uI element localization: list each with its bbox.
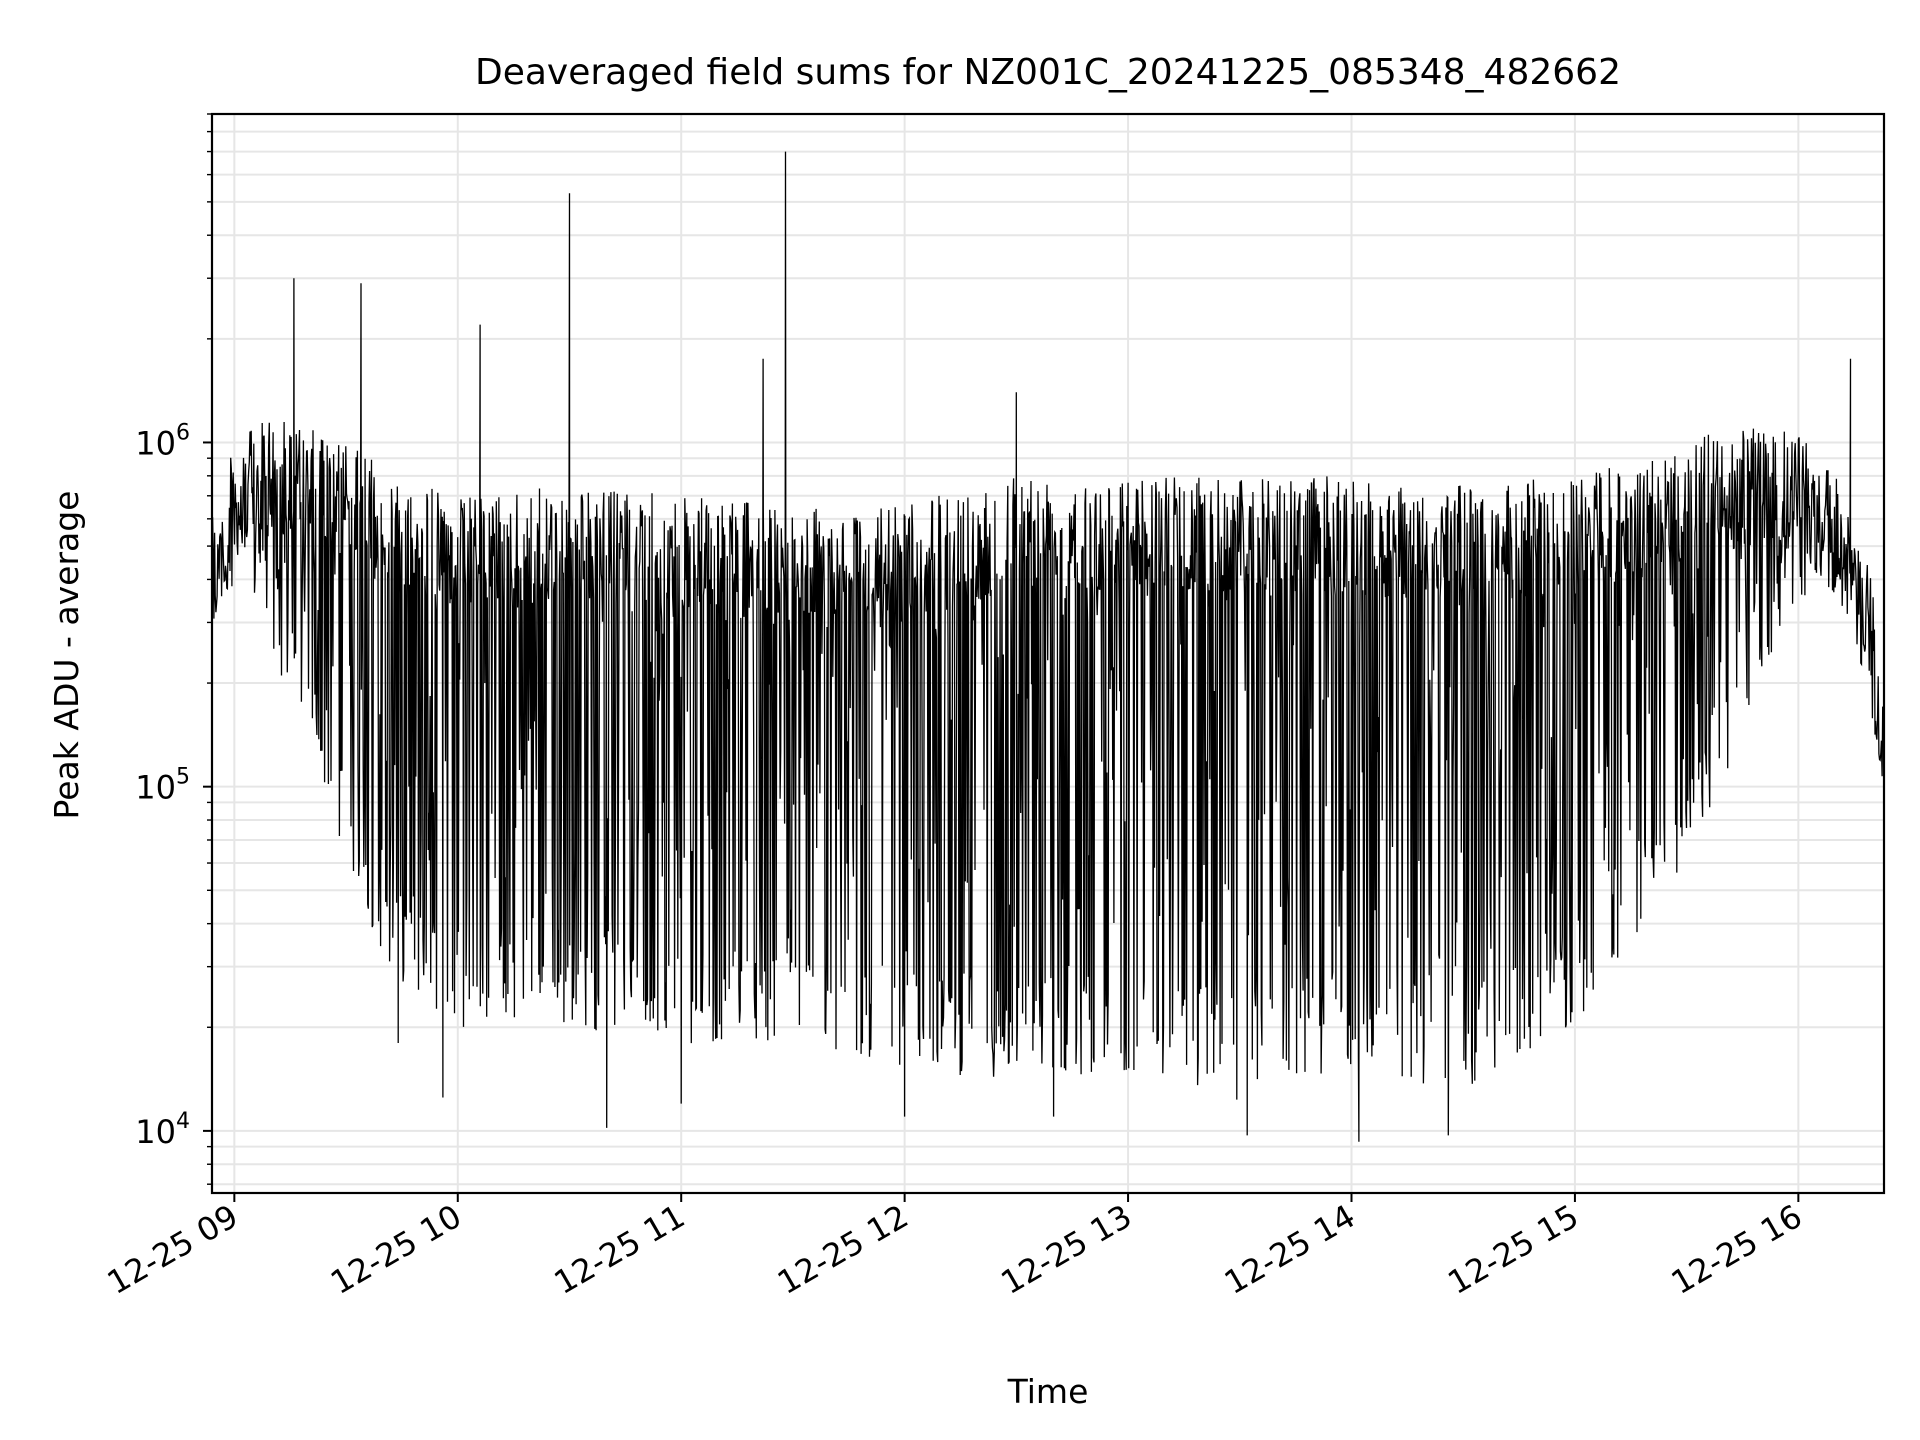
plot-frame [210, 112, 1886, 1195]
y-tick-label: 106 [135, 420, 190, 462]
chart-title: Deaveraged field sums for NZ001C_2024122… [475, 52, 1621, 93]
y-tick-label: 105 [135, 765, 190, 807]
x-axis-label: Time [1007, 1372, 1089, 1411]
y-tick-label: 104 [135, 1109, 190, 1151]
series-path [211, 151, 1885, 1142]
y-axis: 104 105 106 [135, 113, 212, 1185]
series-line [211, 151, 1885, 1142]
y-axis-label: Peak ADU - average [47, 491, 86, 820]
